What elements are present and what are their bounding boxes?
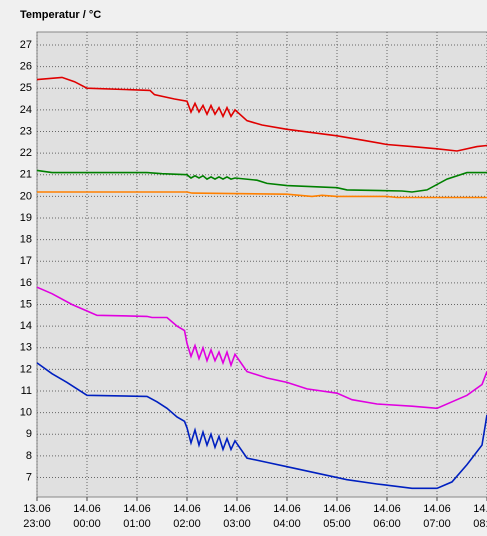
series-line: [37, 191, 487, 199]
y-tick-label: 15: [20, 298, 32, 310]
y-tick-label: 12: [20, 363, 32, 375]
y-tick-label: 22: [20, 147, 32, 159]
x-tick-label: 14.06 00:00: [73, 503, 101, 530]
y-tick-label: 10: [20, 407, 32, 419]
y-tick-label: 21: [20, 169, 32, 181]
x-tick-label: 14.06 06:00: [373, 503, 401, 530]
y-tick-label: 18: [20, 234, 32, 246]
series-line: [36, 76, 487, 152]
x-tick-label: 14.06 01:00: [123, 503, 151, 530]
y-tick-label: 19: [20, 212, 32, 224]
y-tick-label: 26: [20, 61, 32, 73]
x-tick-label: 14.06 08:00: [473, 503, 487, 530]
x-tick-label: 13.06 23:00: [23, 503, 51, 530]
y-tick-label: 14: [20, 320, 32, 332]
x-tick-label: 14.06 05:00: [323, 503, 351, 530]
y-tick-label: 24: [20, 104, 32, 116]
x-tick-label: 14.06 02:00: [173, 503, 201, 530]
y-tick-label: 23: [20, 125, 32, 137]
x-tick-label: 14.06 07:00: [423, 503, 451, 530]
x-tick-label: 14.06 04:00: [273, 503, 301, 530]
y-tick-label: 25: [20, 82, 32, 94]
y-tick-label: 9: [26, 428, 32, 440]
series-line: [36, 286, 487, 410]
plot-area: [36, 31, 487, 498]
series-line: [36, 362, 487, 490]
x-tick-label: 14.06 03:00: [223, 503, 251, 530]
chart-title: Temperatur / °C: [20, 9, 102, 21]
y-tick-label: 16: [20, 277, 32, 289]
y-tick-label: 20: [20, 190, 32, 202]
y-tick-label: 8: [26, 450, 32, 462]
y-tick-label: 17: [20, 255, 32, 267]
y-tick-label: 27: [20, 39, 32, 51]
y-tick-label: 13: [20, 342, 32, 354]
series-line: [36, 169, 487, 193]
y-tick-label: 11: [21, 385, 32, 397]
y-tick-label: 7: [26, 471, 32, 483]
